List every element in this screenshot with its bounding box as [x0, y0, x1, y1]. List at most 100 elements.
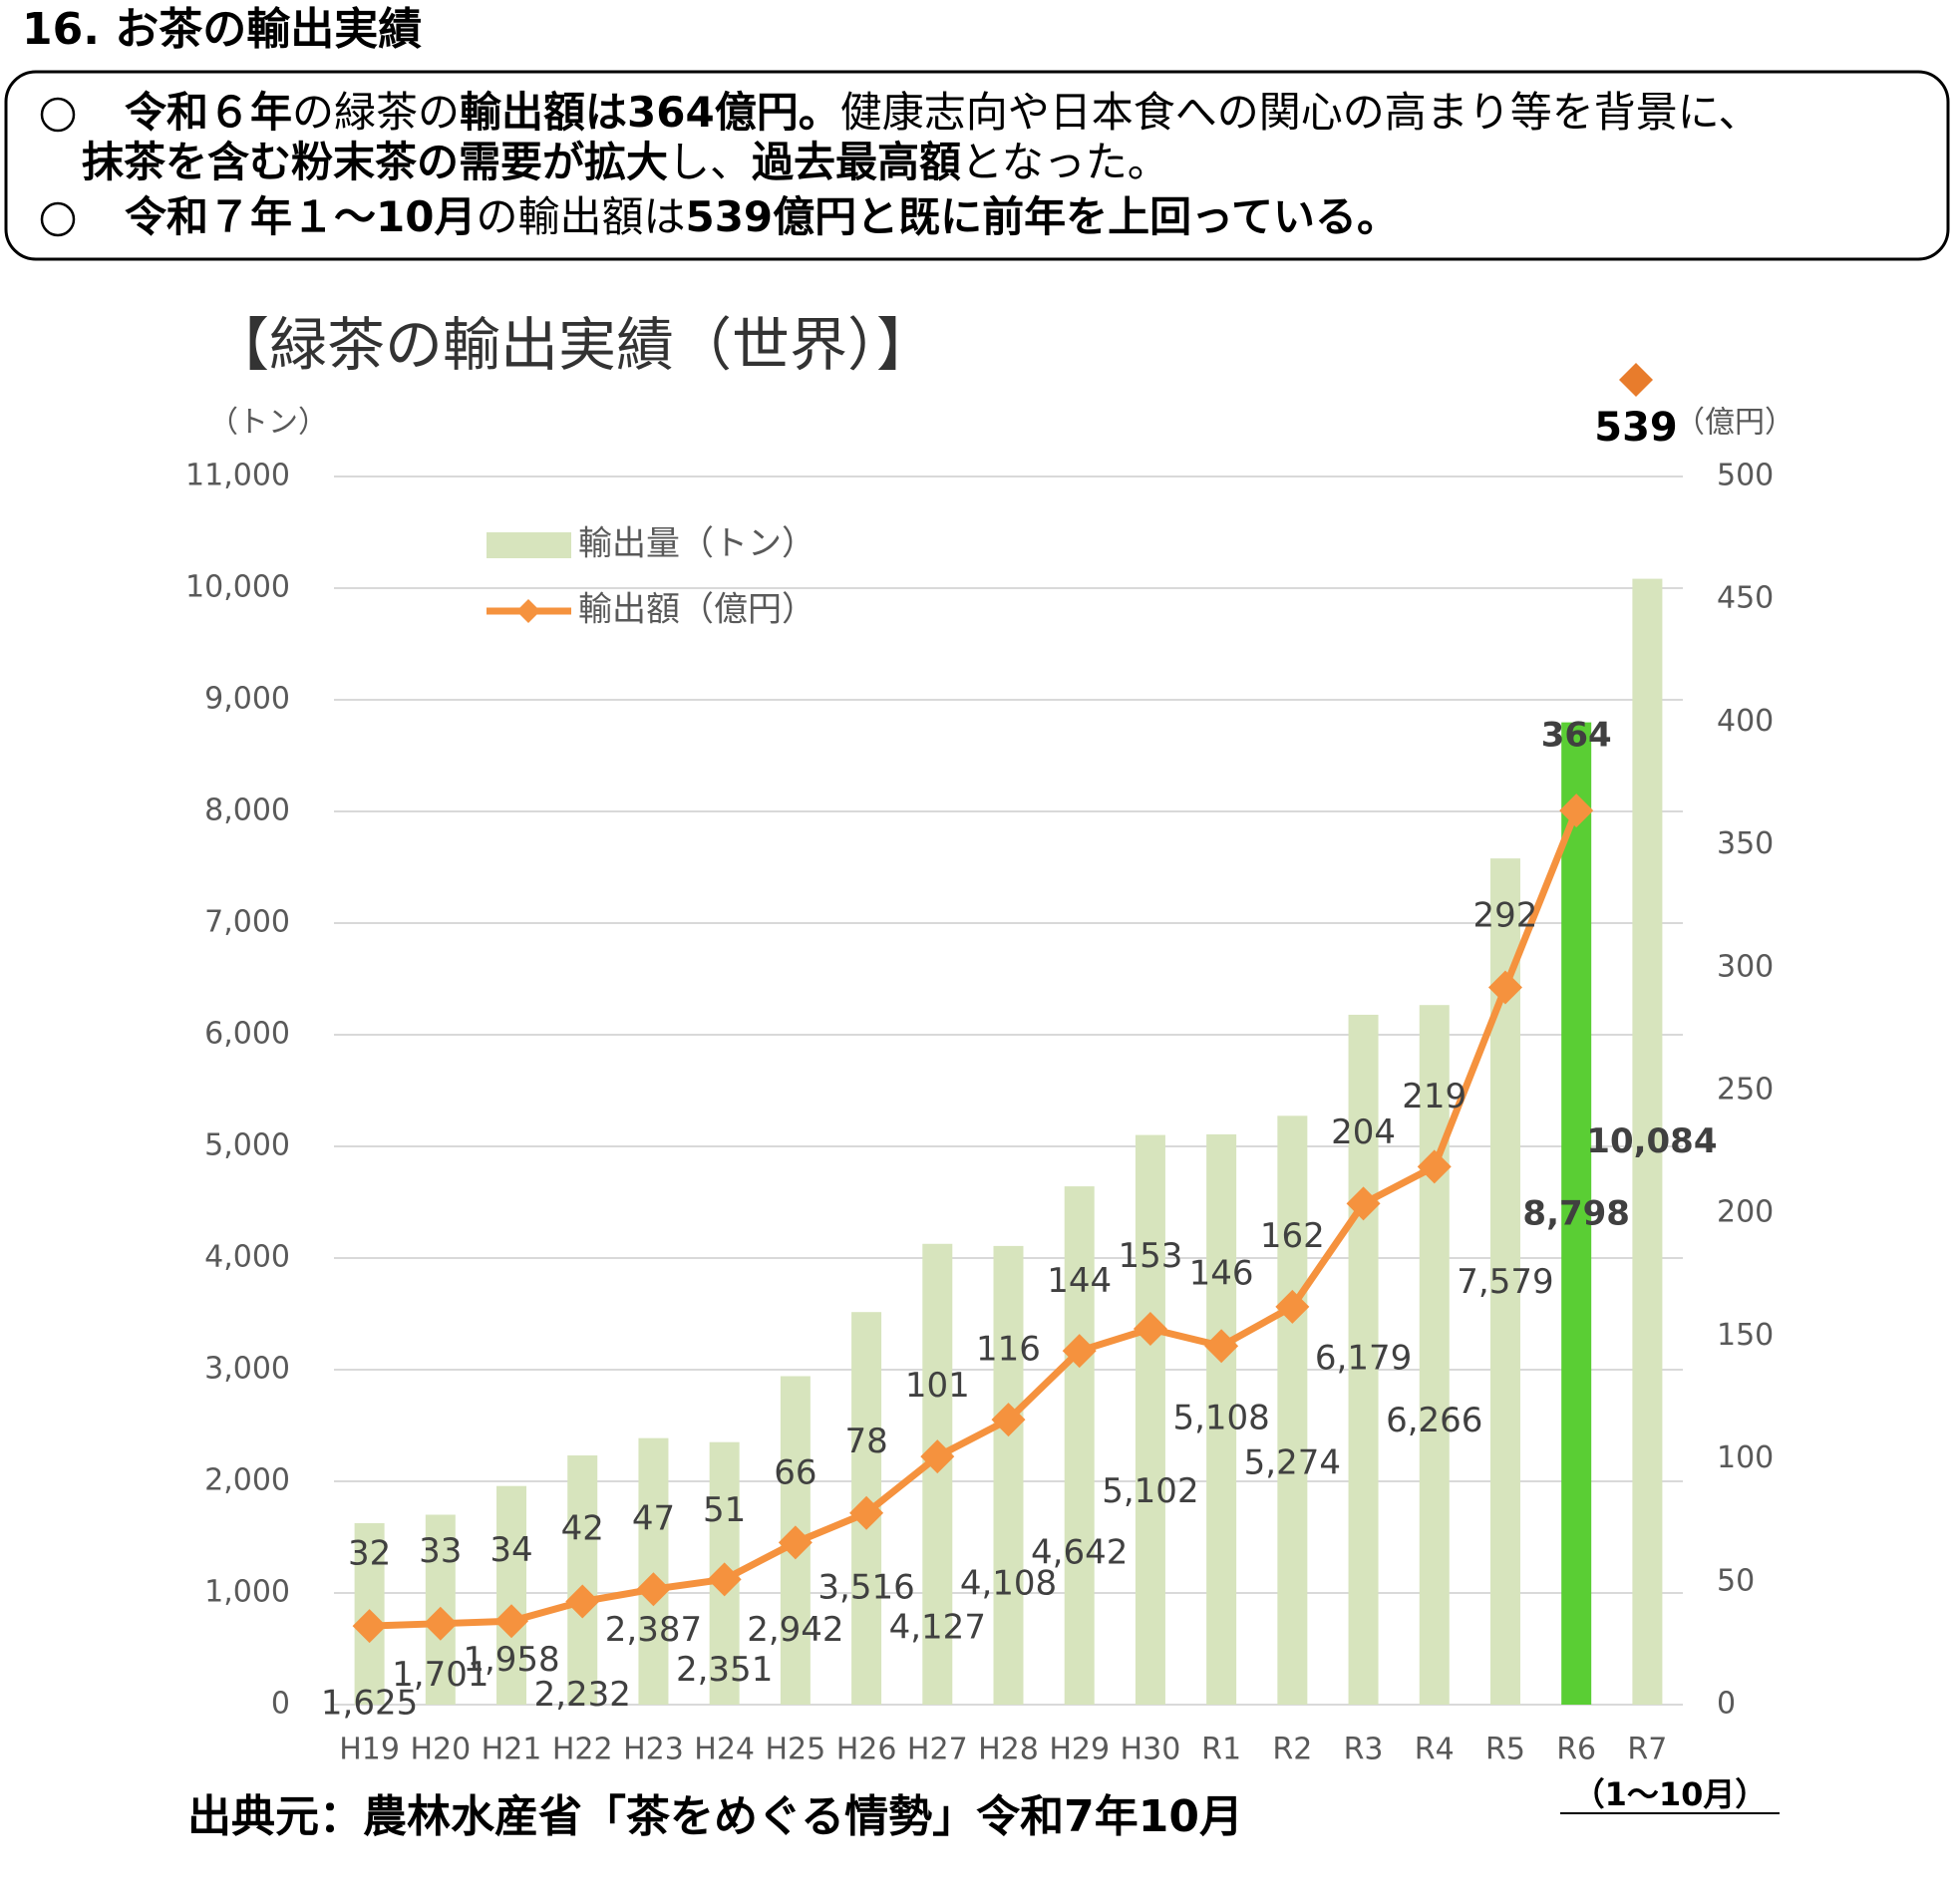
line-value-label: 146 — [1189, 1253, 1254, 1293]
line-value-label: 162 — [1260, 1216, 1325, 1256]
line-point — [849, 1495, 884, 1530]
x-tick-label: H30 — [1121, 1733, 1181, 1767]
x-tick-label: R1 — [1201, 1733, 1241, 1767]
x-tick-label: H26 — [836, 1733, 897, 1767]
y-tick-label: 1,000 — [204, 1575, 290, 1610]
x-tick-label: R5 — [1485, 1733, 1525, 1767]
bar-value-label: 5,274 — [1244, 1442, 1341, 1482]
text-segment: の輸出額は — [476, 192, 685, 241]
y-tick-label: 2,000 — [204, 1463, 290, 1498]
text-segment: 過去最高額 — [752, 138, 961, 186]
bullet-line: 令和６年の緑茶の輸出額は364億円。健康志向や日本食への関心の高まり等を背景に、 — [125, 88, 1760, 137]
line-point — [1275, 1289, 1310, 1324]
bullet-marker — [40, 201, 76, 237]
line — [369, 808, 1580, 1630]
bar — [1206, 1133, 1237, 1705]
x-tick-label: H24 — [694, 1733, 755, 1767]
bullet-marker — [40, 97, 76, 133]
annotation-point — [1619, 363, 1653, 397]
bar — [496, 1485, 527, 1705]
y2-tick-label: 100 — [1717, 1440, 1774, 1475]
x-tick-label: R6 — [1556, 1733, 1596, 1767]
line-value-label: 66 — [774, 1452, 816, 1492]
text-segment: 輸出額は364億円。 — [460, 88, 840, 137]
line-value-label: 42 — [561, 1509, 604, 1549]
x-tick-label: H29 — [1049, 1733, 1110, 1767]
bar-value-label: 2,232 — [534, 1675, 631, 1715]
y-tick-label: 7,000 — [204, 905, 290, 940]
bar-value-label: 4,642 — [1031, 1532, 1128, 1572]
line-value-label: 153 — [1118, 1236, 1182, 1276]
x-tick-label: H20 — [410, 1733, 471, 1767]
bar-value-label: 2,387 — [605, 1610, 702, 1650]
bar-value-label: 8,798 — [1522, 1193, 1630, 1233]
y2-tick-label: 350 — [1717, 826, 1774, 861]
y-tick-label: 4,000 — [204, 1240, 290, 1275]
y2-tick-label: 50 — [1717, 1563, 1755, 1598]
x-tick-label: R2 — [1272, 1733, 1312, 1767]
y-tick-label: 11,000 — [185, 459, 290, 493]
annotation-label: 539 — [1594, 405, 1678, 451]
legend-label: 輸出額（億円） — [578, 590, 815, 630]
line-value-label: 47 — [632, 1499, 675, 1539]
bar — [1277, 1115, 1308, 1705]
bar — [1135, 1134, 1165, 1705]
x-tick-label: R4 — [1415, 1733, 1455, 1767]
line-value-label: 34 — [489, 1530, 532, 1570]
bar-value-label: 1,625 — [321, 1684, 418, 1724]
line-point — [565, 1584, 600, 1619]
bar-value-label: 6,266 — [1386, 1401, 1482, 1440]
bar-value-label: 5,108 — [1172, 1398, 1269, 1437]
text-segment: となった。 — [961, 138, 1169, 186]
bar — [993, 1245, 1024, 1705]
bar-value-label: 4,127 — [889, 1607, 986, 1647]
line-point — [1559, 793, 1594, 828]
y2-tick-label: 0 — [1717, 1687, 1736, 1722]
y2-tick-label: 400 — [1717, 704, 1774, 739]
line-point — [1346, 1186, 1381, 1221]
line-value-label: 101 — [905, 1366, 970, 1406]
line-point — [991, 1403, 1026, 1437]
line-value-label: 78 — [844, 1422, 887, 1461]
x-tick-label: H21 — [482, 1733, 542, 1767]
legend-label: 輸出量（トン） — [578, 524, 815, 564]
y-tick-label: 3,000 — [204, 1352, 290, 1387]
bar — [567, 1455, 598, 1705]
y-tick-label: 10,000 — [185, 570, 290, 605]
y-tick-label: 0 — [271, 1687, 290, 1722]
x-tick-label: R3 — [1344, 1733, 1384, 1767]
text-segment: の緑茶の — [292, 88, 460, 137]
text-segment: 健康志向や日本食への関心の高まり等を背景に、 — [840, 88, 1761, 137]
line-value-label: 51 — [703, 1490, 746, 1530]
legend-swatch — [487, 532, 571, 558]
line-value-label: 144 — [1047, 1261, 1112, 1301]
x-tick-label: H22 — [552, 1733, 613, 1767]
line-point — [1487, 970, 1522, 1005]
y-axis-label: （トン） — [208, 406, 328, 441]
y2-tick-label: 500 — [1717, 459, 1774, 493]
line-point — [1062, 1334, 1097, 1369]
line-point — [352, 1609, 387, 1644]
page-title: 16. お茶の輸出実績 — [22, 4, 422, 55]
bar — [922, 1243, 953, 1705]
text-segment: し、 — [668, 138, 752, 186]
category-note: （1～10月） — [1573, 1775, 1768, 1813]
line-point — [636, 1572, 671, 1607]
y-tick-label: 9,000 — [204, 682, 290, 717]
bar — [1064, 1186, 1095, 1705]
line-value-label: 116 — [976, 1330, 1041, 1370]
y2-axis-label: （億円） — [1675, 406, 1794, 441]
text-segment: 令和７年１～10月 — [125, 192, 476, 241]
line-point — [920, 1439, 955, 1474]
text-segment: 539億円と既に前年を上回っている。 — [685, 192, 1399, 241]
bar — [1419, 1005, 1450, 1705]
line-point — [1204, 1329, 1239, 1364]
bar — [1561, 722, 1592, 1705]
line-value-label: 33 — [419, 1531, 462, 1571]
y2-tick-label: 450 — [1717, 581, 1774, 616]
source: 出典元：農林水産省「茶をめぐる情勢」令和7年10月 — [187, 1791, 1243, 1842]
line-value-label: 32 — [348, 1534, 391, 1574]
y2-tick-label: 200 — [1717, 1195, 1774, 1230]
y2-tick-label: 250 — [1717, 1073, 1774, 1108]
